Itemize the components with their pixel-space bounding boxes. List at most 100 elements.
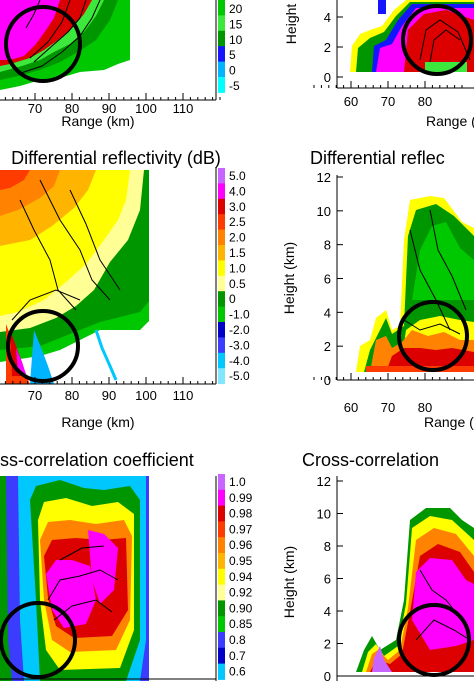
colorbar-label: -5.0 [229,369,250,383]
y-tick-label: 0 [324,669,331,681]
colorbar-label: 0.95 [229,554,253,568]
colorbar-swatch [218,584,225,601]
y-tick-label: 6 [324,272,331,287]
panel-cross-correlation: ss-correlation coefficient 1.00.990.980.… [0,450,253,681]
colorbar-label: 0.99 [229,491,253,505]
colorbar-swatch [218,291,225,308]
x-tick-label: 80 [65,388,79,403]
y-tick-label: 2 [324,339,331,354]
x-tick-label: 70 [28,101,42,116]
x-tick-label: 70 [381,400,395,415]
x-ticks-b: 60 70 80 [313,81,463,109]
colorbar-swatch [218,275,225,292]
colorbar-label: -5 [229,79,240,93]
y-tick-label: 0 [324,373,331,388]
y-ticks-d: 0 2 4 6 8 10 12 [317,170,343,388]
colorbar-label: -4.0 [229,354,250,368]
x-tick-label: 100 [135,101,157,116]
colorbar-label: 4.0 [229,184,246,198]
y-tick-label: 4 [324,305,331,320]
x-tick-label: 110 [173,101,194,116]
y-tick-label: 8 [324,238,331,253]
colorbar-swatch [218,168,225,184]
x-tick-label: 100 [135,388,157,403]
colorbar-swatch [218,245,225,261]
x-tick-label: 90 [102,388,116,403]
x-axis-label-c: Range (km) [61,414,134,430]
colorbar-label: 0.92 [229,586,253,600]
highlight-circle-f [397,603,471,677]
x-tick-label: 80 [418,400,432,415]
colorbar-label: -1.0 [229,308,250,322]
x-tick-label: 60 [344,94,358,109]
y-tick-label: 12 [317,170,331,185]
plot-area-c [0,170,149,384]
colorbar-swatch [218,352,225,369]
x-ticks-d: 60 70 80 [313,373,463,415]
colorbar-swatch [218,306,225,323]
y-tick-label: 2 [324,637,331,652]
colorbar-swatch [218,537,225,554]
colorbar-label: 0.8 [229,633,246,647]
colorbar-label: 0 [229,292,236,306]
panel-title-e: ss-correlation coefficient [0,450,194,470]
colorbar-label: 3.0 [229,200,246,214]
colorbar-label: 0 [229,64,236,78]
colorbar-label: 0.5 [229,277,246,291]
colorbar-swatch [218,260,225,277]
highlight-circle-c [6,309,80,383]
colorbar-swatch [218,616,225,633]
y-axis-label-f: Height (km) [281,546,297,618]
panel-cross-correlation-rhi: Cross-correlation Height (km) 0 2 4 6 8 10 12 [281,450,474,681]
highlight-circle-b [401,4,473,76]
colorbar-swatch [218,632,225,649]
plot-area-f [356,508,474,672]
x-tick-label: 80 [418,94,432,109]
y-tick-label: 12 [317,474,331,489]
colorbar-swatch [218,214,225,231]
colorbar-label: 5 [229,48,236,62]
panel-title-c: Differential reflectivity (dB) [11,148,221,168]
x-tick-label: 80 [65,101,79,116]
highlight-circle-e [0,601,77,679]
x-tick-label: 90 [102,101,116,116]
highlight-circle-d [397,300,469,372]
colorbar-swatch [218,474,225,491]
colorbar-label: 0.97 [229,522,253,536]
panel-title-d: Differential reflec [310,148,445,168]
colorbar-swatch [218,647,225,665]
colorbar-swatch [218,30,225,47]
y-axis-label-d: Height (km) [281,242,297,314]
colorbar-swatch [218,183,225,200]
x-ticks-a: 70 80 90 100 110 [4,93,221,116]
panel-differential-reflectivity: Differential reflectivity (dB) 70 80 90 100… [0,148,250,430]
panel-reflectivity-rhi: Height (km) 60 70 80 0 2 4 Range (km) [283,0,474,129]
y-tick-label: 4 [324,604,331,619]
colorbar-label: 0.85 [229,617,253,631]
colorbar-swatch [218,521,225,538]
colorbar-label: 0.6 [229,665,246,679]
colorbar-label: 0.94 [229,570,253,584]
colorbar-swatch [218,663,225,680]
y-tick-label: 0 [324,70,331,85]
colorbar-swatch [218,553,225,570]
colorbar-label: 1.0 [229,261,246,275]
colorbar-swatch [218,229,225,246]
colorbar-swatch [218,322,225,338]
y-tick-label: 6 [324,572,331,587]
colorbar-label: -2.0 [229,323,250,337]
colorbar-label: 0.96 [229,538,253,552]
y-tick-label: 10 [317,507,331,522]
colorbar-swatch [218,505,225,522]
plot-area-e [0,476,149,681]
x-tick-label: 60 [344,400,358,415]
colorbar-label: 0.90 [229,601,253,615]
colorbar-swatch [218,600,225,617]
colorbar-label: 15 [229,17,243,31]
y-ticks-f: 0 2 4 6 8 10 12 [317,474,343,681]
colorbar-label: 0.98 [229,507,253,521]
x-tick-label: 110 [173,388,194,403]
